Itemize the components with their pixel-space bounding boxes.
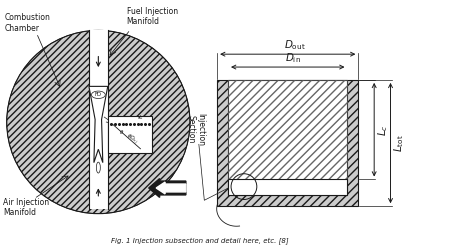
Text: $L_c$: $L_c$ [376,124,390,135]
Text: Air Injection
Manifold: Air Injection Manifold [3,198,49,217]
Text: Fuel Injection
Manifold: Fuel Injection Manifold [127,7,178,26]
Bar [89,30,108,209]
Bar [108,116,152,153]
Text: Fig. 1 Injection subsection and detail here, etc. [8]: Fig. 1 Injection subsection and detail h… [111,238,289,244]
Bar [228,180,347,195]
Text: $D_\mathrm{out}$: $D_\mathrm{out}$ [284,38,306,52]
Text: $D_\mathrm{in}$: $D_\mathrm{in}$ [285,51,301,65]
Circle shape [7,30,190,214]
Text: Combustion
Chamber: Combustion Chamber [4,13,50,33]
Bar [217,80,358,206]
FancyArrow shape [156,182,186,194]
Text: Injection
Section: Injection Section [186,113,206,146]
Text: $\phi D_{inj}$: $\phi D_{inj}$ [123,131,140,148]
Bar [217,80,358,206]
Ellipse shape [91,91,105,99]
Text: FD: FD [95,92,102,97]
Polygon shape [89,86,108,163]
Bar [228,80,347,195]
Ellipse shape [96,162,100,173]
Text: $\theta$: $\theta$ [119,128,124,136]
Bar [228,80,347,195]
FancyArrow shape [149,179,186,197]
Text: $L_\mathrm{tot}$: $L_\mathrm{tot}$ [392,134,406,152]
